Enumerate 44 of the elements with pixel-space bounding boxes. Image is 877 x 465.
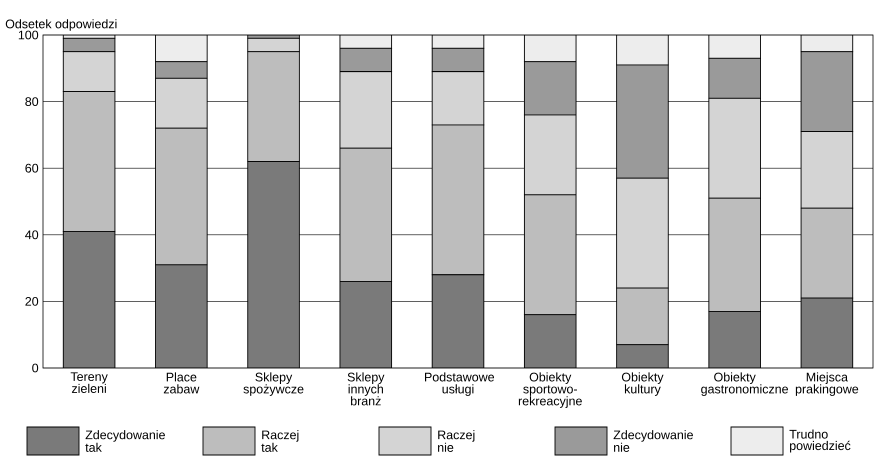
y-tick-label: 20 <box>25 296 38 306</box>
x-tick-label: Obiekty gastronomiczne <box>701 372 788 396</box>
legend-label: Raczej nie <box>438 430 474 452</box>
bar <box>708 310 761 368</box>
legend-label: Zdecydowanie tak <box>85 430 165 452</box>
bar <box>62 231 116 368</box>
x-tick-label: Obiekty kultury <box>622 372 664 396</box>
bar <box>800 34 854 52</box>
bar <box>432 34 484 49</box>
y-axis-title: Odsetek odpowiedzi <box>6 19 116 31</box>
y-tick-label: 60 <box>25 164 38 173</box>
y-tick-label: 40 <box>25 230 38 240</box>
bar <box>340 280 392 368</box>
bar <box>247 161 300 368</box>
bar <box>432 274 484 368</box>
bar <box>524 34 576 62</box>
bar <box>800 298 854 368</box>
legend-label: Zdecydowanie nie <box>614 430 693 452</box>
bar <box>155 34 208 62</box>
x-tick-label: Miejsca prakingowe <box>796 372 858 396</box>
bar <box>432 48 484 72</box>
bar <box>340 48 392 72</box>
bar <box>616 64 669 179</box>
y-tick-label: 0 <box>32 364 38 372</box>
y-tick-label: 80 <box>25 97 38 106</box>
x-tick-label: Obiekty sportowo-rekreacyjne <box>518 372 582 408</box>
bar <box>616 344 669 368</box>
legend-label: Raczej tak <box>261 430 298 452</box>
bar <box>524 314 576 368</box>
bar <box>340 34 392 49</box>
bar <box>524 61 576 116</box>
x-tick-label: Sklepy spożywcze <box>243 372 304 396</box>
bar <box>155 264 208 368</box>
bar <box>708 58 761 99</box>
x-tick-label: Place zabaw <box>164 372 200 394</box>
x-tick-label: Sklepy innych branż <box>348 372 384 406</box>
bar <box>800 51 854 132</box>
legend-label: Trudno powiedzieć <box>789 429 850 453</box>
y-tick-label: 100 <box>18 30 38 40</box>
x-tick-label: Podstawowe usługi <box>425 372 494 396</box>
bar <box>616 34 669 66</box>
bar <box>155 61 208 79</box>
x-tick-label: Tereny zieleni <box>70 372 108 393</box>
bar <box>708 34 761 59</box>
